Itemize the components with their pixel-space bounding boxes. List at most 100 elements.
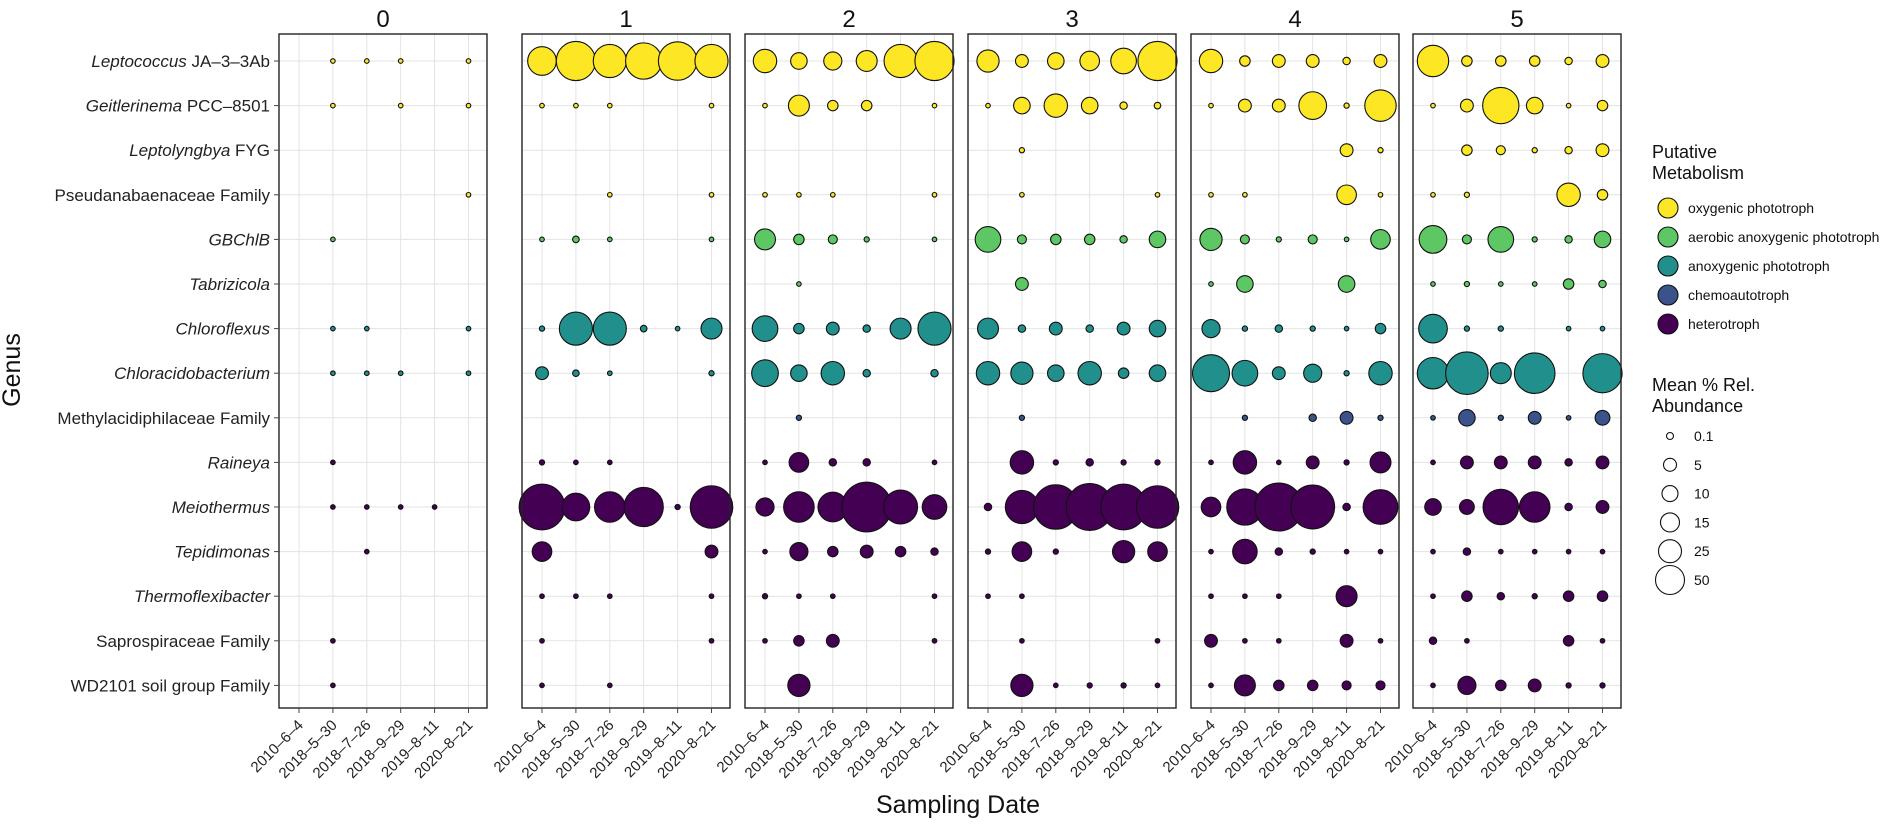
bubble-point (330, 459, 336, 466)
bubble-point (1116, 321, 1131, 336)
bubble-point (606, 191, 613, 198)
bubble-point (883, 43, 918, 79)
bubble-point (1011, 541, 1033, 562)
bubble-point (1080, 96, 1099, 115)
genus-name: Leptolyngbya (129, 141, 230, 160)
bubble-point (753, 228, 777, 251)
bubble-point (330, 504, 336, 510)
bubble-point (606, 593, 613, 600)
y-tick-label: Chloroflexus (176, 320, 271, 339)
bubble-point (1120, 682, 1127, 689)
bubble-point (1375, 680, 1386, 691)
bubble-point (1343, 370, 1350, 377)
bubble-point (1461, 55, 1473, 67)
bubble-point (1462, 547, 1472, 556)
genus-strain: FYG (230, 141, 270, 160)
bubble-point (465, 370, 472, 377)
legend-color-label: chemoautotroph (1688, 287, 1789, 303)
bubble-point (1596, 189, 1609, 201)
y-tick-label: Geitlerinema PCC–8501 (86, 97, 270, 116)
bubble-point (1596, 99, 1609, 112)
bubble-point (796, 593, 802, 600)
bubble-point (796, 281, 802, 287)
bubble-point (1010, 361, 1034, 385)
bubble-point (823, 51, 843, 71)
bubble-point (1416, 356, 1450, 390)
y-tick-label: Leptococcus JA–3–3Ab (91, 52, 270, 71)
bubble-point (539, 682, 545, 689)
bubble-point (1305, 455, 1320, 470)
bubble-point (1204, 633, 1218, 648)
bubble-point (606, 459, 613, 466)
bubble-point (527, 46, 557, 76)
panel-background (745, 34, 953, 708)
bubble-point (708, 370, 715, 377)
bubble-point (1342, 502, 1351, 512)
bubble-point (1424, 498, 1442, 516)
bubble-point (793, 635, 805, 647)
bubble-point (708, 593, 715, 600)
bubble-point (796, 191, 802, 198)
bubble-point (829, 191, 836, 198)
bubble-point (789, 541, 809, 562)
bubble-point (1564, 235, 1573, 244)
bubble-point (762, 548, 768, 555)
bubble-point (983, 502, 993, 512)
bubble-point (1495, 55, 1507, 67)
bubble-point (1077, 360, 1102, 386)
bubble-point (1014, 54, 1029, 68)
bubble-point (1147, 541, 1168, 562)
bubble-point (859, 544, 874, 559)
y-tick-label: Leptolyngbya FYG (129, 141, 270, 160)
bubble-point (1208, 682, 1214, 689)
bubble-point (1201, 318, 1221, 339)
bubble-point (917, 311, 952, 346)
bubble-point (1565, 682, 1572, 689)
panel-border (521, 33, 731, 709)
bubble-point (1430, 281, 1436, 287)
bubble-point (783, 491, 815, 523)
legend-color-label: anoxygenic phototroph (1688, 258, 1830, 274)
x-axis-title: Sampling Date (876, 791, 1040, 819)
bubble-point (1153, 101, 1162, 110)
bubble-point (790, 52, 808, 70)
y-tick-label: Chloracidobacterium (114, 364, 270, 383)
bubble-point (1199, 227, 1223, 252)
bubble-point (921, 494, 948, 520)
bubble-point (1050, 233, 1062, 246)
bubble-point (708, 236, 715, 243)
bubble-point (793, 233, 805, 246)
bubble-point (1135, 485, 1180, 529)
bubble-point (820, 360, 846, 386)
bubble-point (1377, 637, 1384, 644)
legend-color-label: heterotroph (1688, 316, 1760, 332)
panel-border (1190, 33, 1400, 709)
genus-name: WD2101 soil group Family (71, 676, 271, 695)
y-axis-title: Genus (0, 333, 26, 407)
bubble-point (755, 497, 775, 517)
bubble-point (1527, 455, 1542, 470)
bubble-point (657, 41, 698, 81)
bubble-point (1018, 147, 1026, 154)
bubble-point (1085, 324, 1094, 333)
bubble-point (1562, 278, 1575, 290)
bubble-point (397, 102, 404, 109)
bubble-point (1531, 281, 1538, 287)
bubble-point (930, 547, 939, 556)
bubble-point (985, 102, 991, 109)
bubble-point (762, 637, 768, 644)
bubble-point (828, 458, 838, 467)
bubble-point (1377, 548, 1384, 555)
bubble-point (1461, 590, 1473, 602)
bubble-point (572, 235, 580, 244)
bubble-point (593, 491, 626, 523)
bubble-point (539, 637, 545, 644)
bubble-point (1565, 548, 1572, 555)
bubble-point (1374, 322, 1387, 335)
bubble-point (1428, 636, 1438, 646)
bubble-point (1309, 325, 1316, 332)
bubble-point (1373, 54, 1388, 68)
bubble-point (1459, 98, 1474, 113)
legend-size-swatch (1665, 431, 1675, 441)
bubble-point (1308, 413, 1317, 423)
